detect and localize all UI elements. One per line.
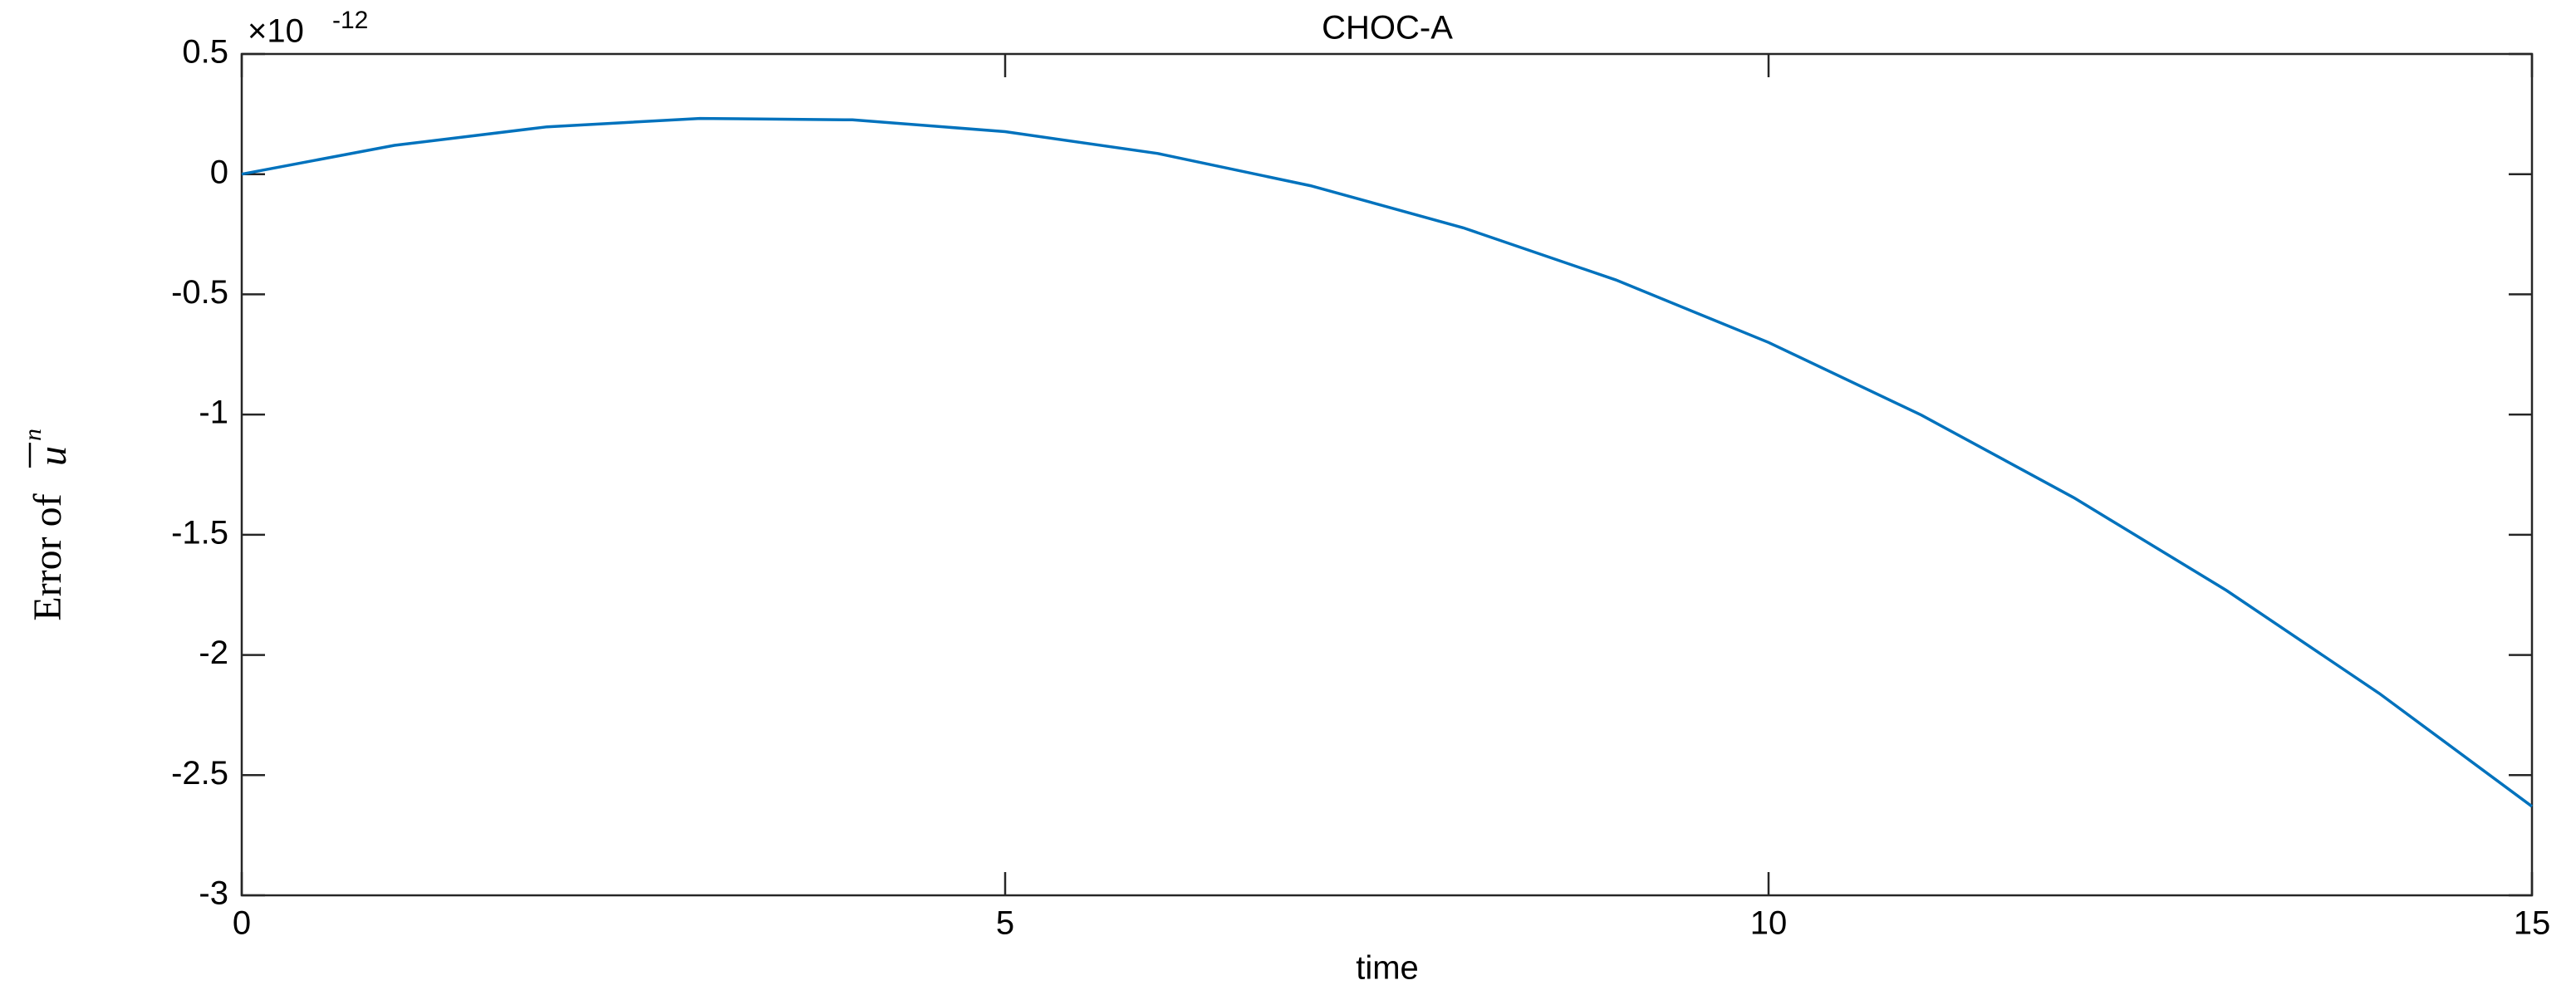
y-tick-label: -3 [199, 875, 228, 912]
y-tick-label: -1 [199, 395, 228, 431]
y-tick-label: -1.5 [171, 514, 228, 551]
x-tick-label: 10 [1750, 905, 1788, 942]
y-tick-label: -2.5 [171, 755, 228, 792]
x-axis-label: time [1356, 950, 1419, 987]
y-tick-label: -2 [199, 635, 228, 671]
axes-box [240, 52, 2534, 897]
y-label-superscript: n [19, 429, 47, 441]
x-tick-label: 15 [2514, 905, 2551, 942]
y-tick-label: -0.5 [171, 274, 228, 311]
data-line [241, 116, 2534, 808]
x-tick-label: 0 [233, 905, 251, 942]
y-scale-exponent: -12 [332, 7, 368, 34]
y-tick-label: 0 [210, 154, 228, 190]
y-axis-label: Error of u n [19, 429, 75, 621]
y-tick-label: 0.5 [182, 34, 228, 71]
y-scale-base: ×10 [248, 13, 304, 50]
y-label-text: Error of [26, 493, 70, 620]
x-tick-label: 5 [996, 905, 1014, 942]
chart-title: CHOC-A [1322, 10, 1453, 47]
y-label-symbol: u [31, 446, 75, 466]
